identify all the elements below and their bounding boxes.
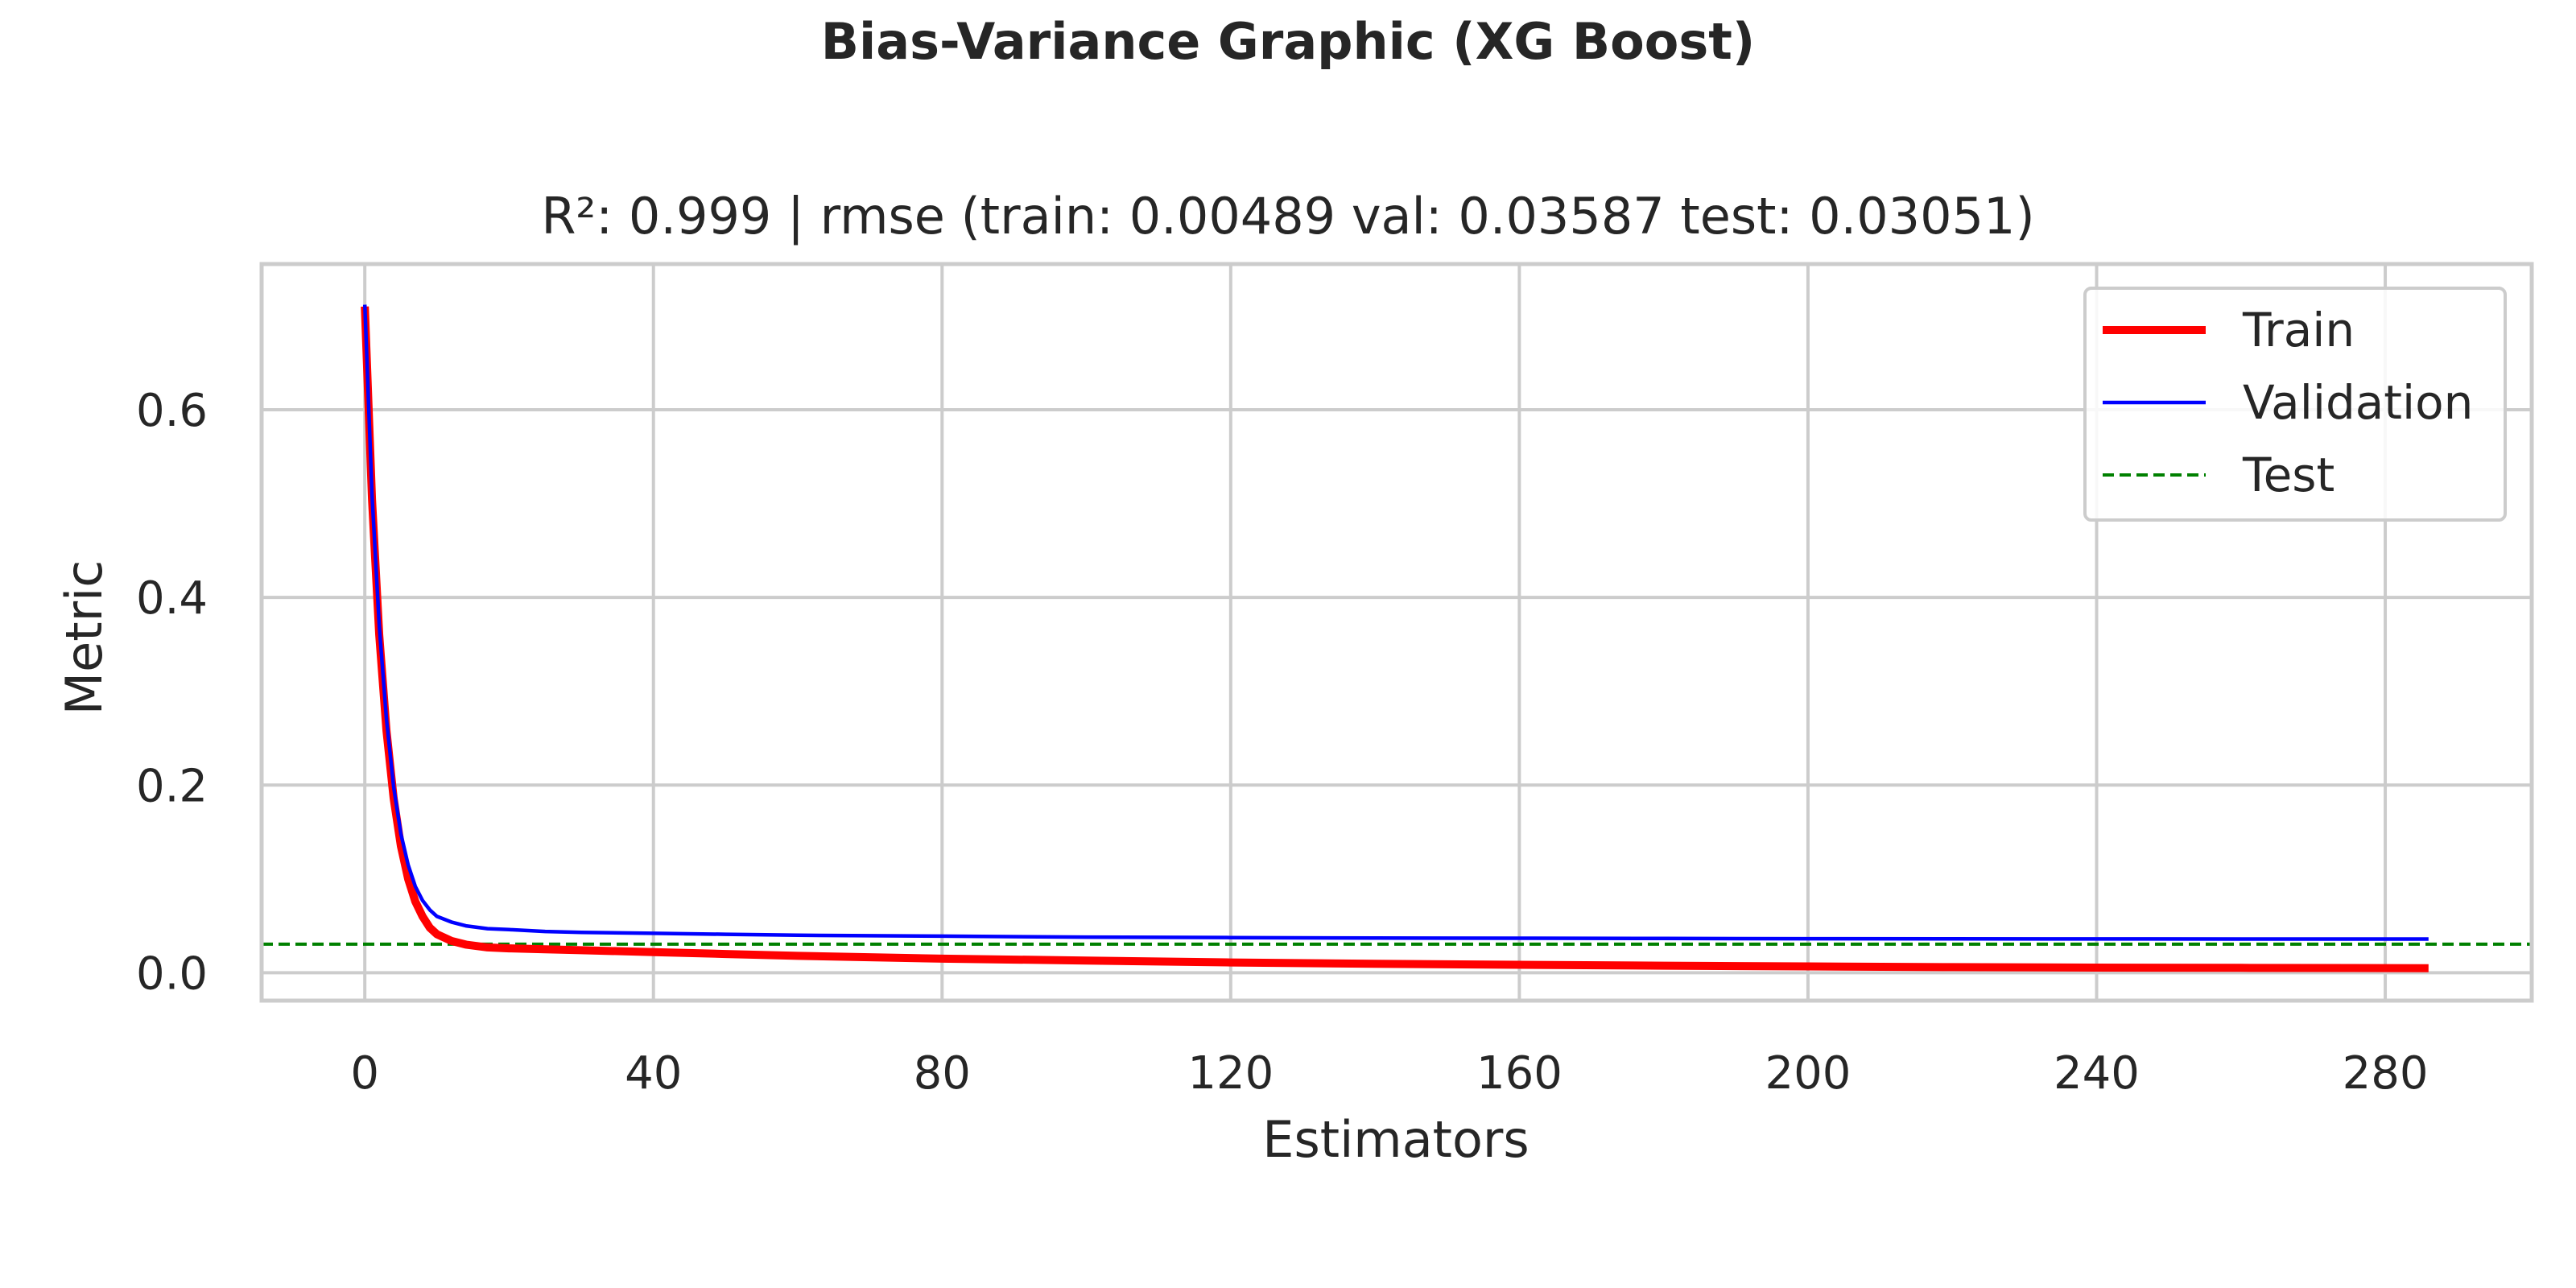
x-tick-label: 240 (2054, 1047, 2140, 1100)
x-axis-label: Estimators (1262, 1110, 1529, 1169)
legend-label-test: Test (2242, 448, 2334, 502)
legend-label-validation: Validation (2243, 375, 2473, 430)
y-tick-label: 0.0 (136, 947, 208, 1000)
x-tick-label: 200 (1765, 1047, 1851, 1100)
x-tick-label: 280 (2343, 1047, 2429, 1100)
x-tick-label: 160 (1476, 1047, 1563, 1100)
legend-label-train: Train (2242, 303, 2355, 357)
y-tick-label: 0.6 (136, 385, 208, 437)
y-axis-label: Metric (55, 560, 114, 716)
y-tick-label: 0.2 (136, 760, 208, 812)
y-tick-label: 0.4 (136, 572, 208, 625)
validation-line (362, 304, 2429, 941)
y-tick-labels: 0.0 0.2 0.4 0.6 (136, 385, 208, 1000)
x-tick-label: 80 (914, 1047, 971, 1100)
series-layer (262, 304, 2532, 972)
chart-title: R²: 0.999 | rmse (train: 0.00489 val: 0.… (541, 187, 2034, 246)
legend: Train Validation Test (2083, 287, 2507, 522)
plot-frame (259, 262, 2534, 1003)
x-tick-labels: 0 40 80 120 160 200 240 280 (350, 1047, 2428, 1100)
train-line (361, 306, 2429, 972)
x-tick-label: 40 (625, 1047, 682, 1100)
figure-suptitle: Bias-Variance Graphic (XG Boost) (821, 12, 1755, 71)
x-tick-label: 0 (350, 1047, 379, 1100)
legend-box (2083, 287, 2507, 522)
x-tick-label: 120 (1187, 1047, 1274, 1100)
